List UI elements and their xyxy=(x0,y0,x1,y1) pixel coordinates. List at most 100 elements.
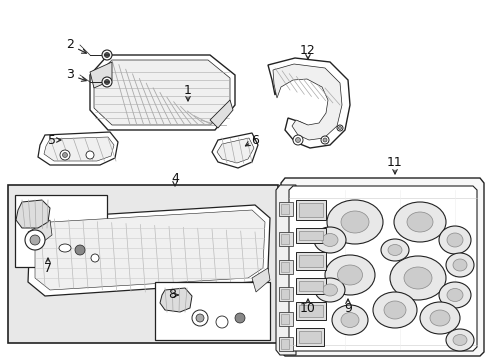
Bar xyxy=(295,328,324,346)
FancyBboxPatch shape xyxy=(8,185,278,343)
Ellipse shape xyxy=(321,234,337,247)
Ellipse shape xyxy=(429,310,449,326)
Polygon shape xyxy=(212,133,258,168)
Ellipse shape xyxy=(313,227,346,253)
Ellipse shape xyxy=(383,301,405,319)
Text: 9: 9 xyxy=(344,302,351,315)
Bar xyxy=(295,200,325,220)
Ellipse shape xyxy=(326,200,382,244)
Ellipse shape xyxy=(406,212,432,232)
Bar xyxy=(295,302,325,320)
Ellipse shape xyxy=(452,259,466,271)
Bar xyxy=(295,252,325,270)
Ellipse shape xyxy=(452,334,466,346)
Text: 6: 6 xyxy=(250,134,259,147)
Circle shape xyxy=(338,126,341,130)
Bar xyxy=(298,281,323,291)
Text: 7: 7 xyxy=(44,261,52,274)
Circle shape xyxy=(86,151,94,159)
Bar xyxy=(279,260,292,274)
Bar xyxy=(279,337,292,351)
Ellipse shape xyxy=(331,305,367,335)
Text: 1: 1 xyxy=(183,84,192,96)
Circle shape xyxy=(75,245,85,255)
Polygon shape xyxy=(160,288,192,312)
Ellipse shape xyxy=(445,329,473,351)
Ellipse shape xyxy=(445,253,473,277)
Ellipse shape xyxy=(340,211,368,233)
Circle shape xyxy=(30,235,40,245)
Text: 12: 12 xyxy=(300,44,315,57)
Polygon shape xyxy=(44,137,114,161)
Bar xyxy=(298,331,320,343)
Polygon shape xyxy=(90,62,112,88)
Ellipse shape xyxy=(446,233,462,247)
Bar xyxy=(279,232,292,246)
Circle shape xyxy=(235,313,244,323)
Ellipse shape xyxy=(446,288,462,302)
Polygon shape xyxy=(35,210,264,290)
Circle shape xyxy=(104,80,109,85)
Circle shape xyxy=(292,135,303,145)
Text: 10: 10 xyxy=(300,302,315,315)
Ellipse shape xyxy=(337,265,362,285)
Bar xyxy=(295,228,325,243)
Bar xyxy=(281,289,288,299)
Bar xyxy=(281,314,288,324)
Ellipse shape xyxy=(393,202,445,242)
Text: 3: 3 xyxy=(66,68,74,81)
Circle shape xyxy=(102,50,112,60)
Ellipse shape xyxy=(389,256,445,300)
Polygon shape xyxy=(217,138,253,163)
Ellipse shape xyxy=(380,239,408,261)
Ellipse shape xyxy=(419,302,459,334)
Ellipse shape xyxy=(403,267,431,289)
Polygon shape xyxy=(28,205,269,296)
Text: 2: 2 xyxy=(66,39,74,51)
Ellipse shape xyxy=(372,292,416,328)
Bar xyxy=(298,203,323,217)
Circle shape xyxy=(295,138,300,143)
Polygon shape xyxy=(275,185,295,355)
Polygon shape xyxy=(209,100,232,128)
FancyBboxPatch shape xyxy=(15,195,107,267)
Circle shape xyxy=(216,316,227,328)
Bar xyxy=(279,312,292,326)
FancyBboxPatch shape xyxy=(155,282,269,340)
Polygon shape xyxy=(28,220,52,248)
Circle shape xyxy=(192,310,207,326)
Circle shape xyxy=(91,254,99,262)
Circle shape xyxy=(336,125,342,131)
Circle shape xyxy=(104,53,109,58)
Ellipse shape xyxy=(387,244,401,256)
Ellipse shape xyxy=(438,226,470,254)
Ellipse shape xyxy=(438,282,470,308)
Bar xyxy=(281,262,288,272)
Circle shape xyxy=(62,153,67,158)
Text: 11: 11 xyxy=(386,157,402,170)
Ellipse shape xyxy=(340,312,358,328)
Polygon shape xyxy=(272,64,341,140)
Bar xyxy=(295,278,325,294)
Bar xyxy=(279,287,292,301)
Bar xyxy=(281,204,288,214)
Ellipse shape xyxy=(314,278,345,302)
Bar xyxy=(298,305,323,317)
Polygon shape xyxy=(251,268,269,292)
Bar xyxy=(298,255,323,267)
Polygon shape xyxy=(90,55,235,130)
Circle shape xyxy=(323,138,326,142)
Bar xyxy=(298,231,323,240)
Text: 5: 5 xyxy=(48,134,56,147)
Circle shape xyxy=(25,230,45,250)
Polygon shape xyxy=(38,132,118,165)
Circle shape xyxy=(60,150,70,160)
Text: 4: 4 xyxy=(171,171,179,184)
Circle shape xyxy=(320,136,328,144)
Ellipse shape xyxy=(59,244,71,252)
Text: 8: 8 xyxy=(168,288,176,302)
Polygon shape xyxy=(16,200,50,228)
Bar xyxy=(281,339,288,349)
Circle shape xyxy=(196,314,203,322)
Polygon shape xyxy=(281,178,483,356)
